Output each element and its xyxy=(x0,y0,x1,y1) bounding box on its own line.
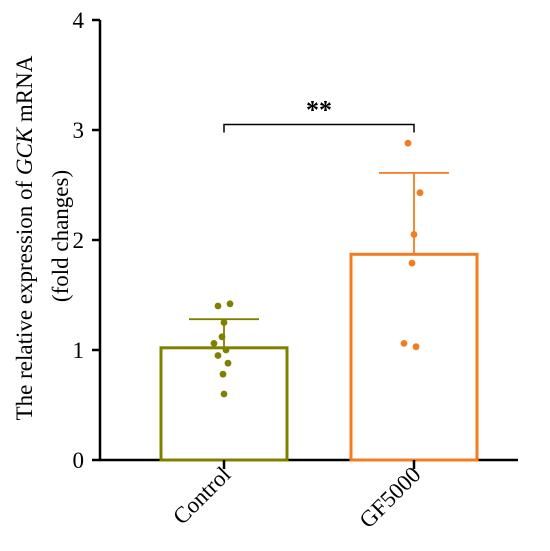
y-axis-title-gene: GCK xyxy=(12,126,37,175)
y-axis-title-line2: (fold changes) xyxy=(48,170,73,302)
x-tick-label-control: Control xyxy=(168,462,235,529)
y-tick-label: 1 xyxy=(73,338,85,363)
data-point xyxy=(219,370,227,378)
data-point xyxy=(408,259,416,267)
x-tick-label-gf5000: GF5000 xyxy=(355,462,426,533)
data-point xyxy=(416,189,424,197)
data-point xyxy=(226,300,234,308)
data-point xyxy=(410,231,418,238)
data-point xyxy=(218,333,226,341)
data-point xyxy=(210,340,218,347)
bar-gf5000 xyxy=(349,252,479,462)
y-axis-title-suffix: mRNA xyxy=(12,55,37,128)
data-point xyxy=(220,319,228,326)
y-ticks: 0 1 2 3 4 xyxy=(73,8,100,473)
significance-label: ** xyxy=(306,96,332,125)
y-tick-label: 2 xyxy=(73,228,85,253)
y-tick-label: 4 xyxy=(73,8,85,33)
data-point xyxy=(412,343,420,351)
y-axis-title-prefix: The relative expression of xyxy=(12,175,37,420)
data-point xyxy=(224,359,232,367)
y-axis-title-line1: The relative expression of GCK mRNA xyxy=(12,55,37,420)
data-point xyxy=(404,139,412,147)
data-point xyxy=(214,352,222,359)
data-point xyxy=(220,390,228,398)
bars xyxy=(159,139,479,462)
y-tick-label: 0 xyxy=(73,448,85,473)
data-point xyxy=(400,340,408,347)
significance-annotation: ** xyxy=(223,96,415,133)
significance-bracket xyxy=(223,123,415,133)
x-ticks: Control GF5000 xyxy=(168,460,426,533)
bar-control xyxy=(159,346,289,462)
data-point xyxy=(222,346,230,354)
data-point xyxy=(214,302,222,310)
y-tick-label: 3 xyxy=(73,118,85,143)
